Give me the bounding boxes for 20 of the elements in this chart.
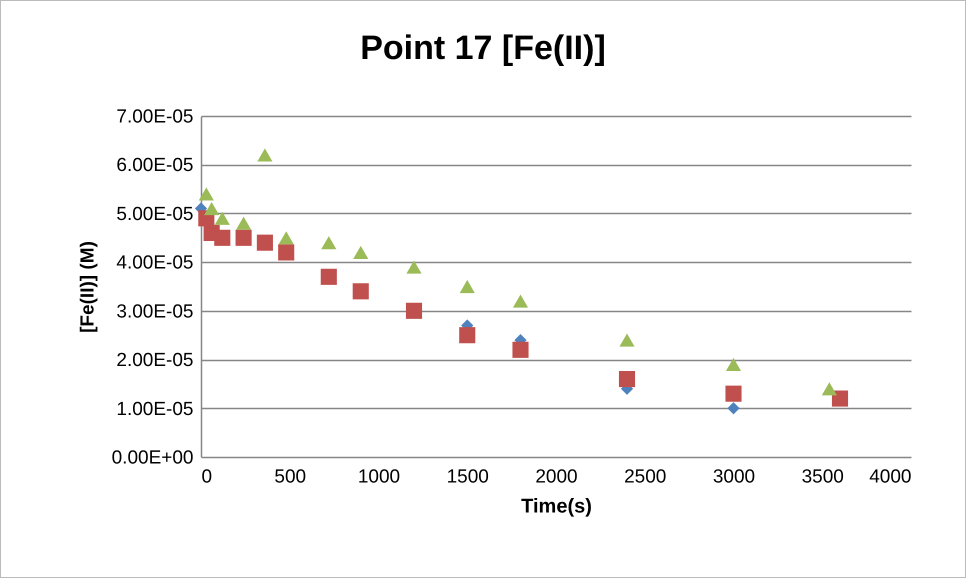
y-tick-label: 2.00E-05: [116, 350, 194, 372]
x-tick-label: 0: [202, 466, 212, 488]
y-axis-title: [Fe(II)] (M): [78, 241, 99, 333]
y-tick-label: 0.00E+00: [112, 448, 194, 468]
x-tick-label: 1500: [446, 466, 489, 488]
x-tick-label: 3000: [712, 466, 756, 488]
chart-title: Point 17 [Fe(II)]: [359, 29, 607, 68]
y-tick-label: 3.00E-05: [116, 301, 194, 322]
y-tick-label: 5.00E-05: [116, 204, 194, 225]
x-tick-label: 4000: [869, 466, 912, 488]
x-axis-title: Time(s): [521, 496, 592, 518]
x-tick-label: 2000: [535, 466, 578, 488]
x-tick-label: 2500: [624, 466, 666, 488]
x-tick-label: 1000: [358, 466, 400, 488]
x-tick-label: 500: [274, 466, 306, 488]
y-tick-label: 1.00E-05: [116, 398, 194, 420]
y-tick-label: 7.00E-05: [116, 106, 194, 128]
y-tick-label: 6.00E-05: [116, 155, 194, 176]
x-tick-label: 3500: [802, 466, 844, 488]
y-tick-label: 4.00E-05: [116, 252, 194, 274]
